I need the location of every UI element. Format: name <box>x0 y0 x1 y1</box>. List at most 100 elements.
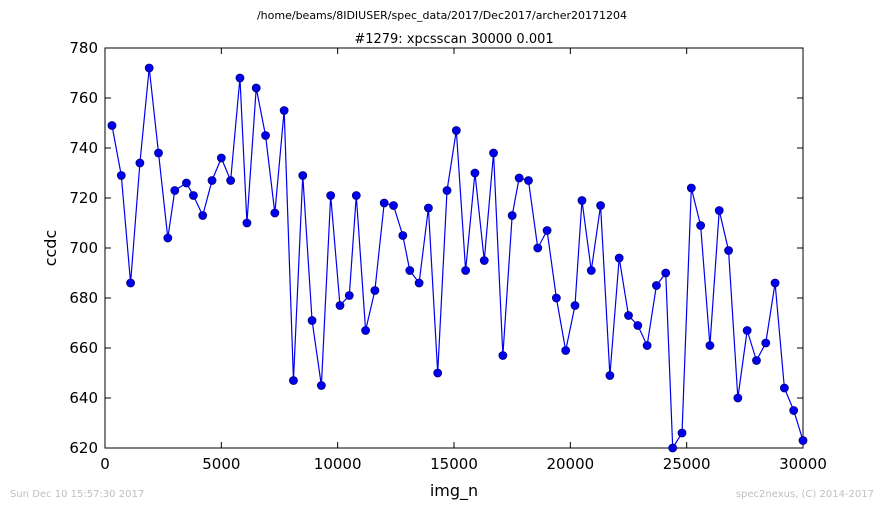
data-point <box>116 171 126 180</box>
data-point <box>489 148 498 158</box>
data-point <box>724 246 733 255</box>
data-point <box>424 203 433 213</box>
y-tick-label: 620 <box>69 439 98 457</box>
data-point <box>668 443 678 453</box>
data-point <box>389 201 398 210</box>
data-point <box>135 158 145 168</box>
data-point <box>498 351 508 360</box>
data-point <box>307 316 317 325</box>
data-point <box>789 406 799 415</box>
data-point <box>398 231 408 240</box>
data-point <box>126 278 135 288</box>
data-point <box>414 278 424 288</box>
data-point <box>605 371 615 380</box>
data-point <box>326 191 336 200</box>
data-point <box>170 186 180 195</box>
data-point <box>279 106 289 115</box>
data-point <box>507 211 517 220</box>
data-point <box>216 153 226 163</box>
data-point <box>182 178 191 188</box>
x-axis-label: img_n <box>430 481 478 501</box>
data-point <box>235 73 245 83</box>
x-tick-label: 0 <box>100 455 110 473</box>
data-point <box>614 253 624 263</box>
data-point <box>251 83 261 93</box>
data-point <box>261 131 270 140</box>
y-tick-label: 660 <box>69 339 98 357</box>
data-point <box>226 176 236 185</box>
data-point <box>551 293 561 303</box>
data-point <box>524 176 533 185</box>
data-point <box>761 338 771 348</box>
file-path-title: /home/beams/8IDIUSER/spec_data/2017/Dec2… <box>257 9 627 22</box>
data-point <box>677 428 687 438</box>
y-axis-label: ccdc <box>41 230 60 267</box>
y-tick-label: 740 <box>69 139 98 157</box>
data-point <box>433 368 443 378</box>
data-point <box>442 186 452 195</box>
data-point <box>189 191 198 200</box>
data-point <box>686 183 696 193</box>
data-point <box>361 326 370 335</box>
y-tick-label: 680 <box>69 289 98 307</box>
data-point <box>316 381 326 390</box>
data-point <box>661 268 671 278</box>
data-point <box>779 383 789 393</box>
data-point <box>514 173 524 183</box>
x-tick-label: 5000 <box>202 455 240 473</box>
data-point <box>298 171 308 180</box>
data-point <box>561 346 571 355</box>
x-tick-label: 20000 <box>546 455 594 473</box>
data-point <box>733 393 743 403</box>
data-point <box>107 121 117 130</box>
data-point <box>242 218 252 228</box>
data-point <box>586 266 596 275</box>
y-tick-label: 760 <box>69 89 98 107</box>
data-point <box>752 356 761 365</box>
y-tick-label: 700 <box>69 239 98 257</box>
series-layer <box>107 63 808 453</box>
data-point <box>798 436 808 445</box>
data-point <box>198 211 208 220</box>
data-point <box>770 278 780 288</box>
data-point <box>344 291 354 300</box>
data-point <box>351 191 361 200</box>
x-tick-label: 10000 <box>314 455 362 473</box>
data-point <box>335 301 345 310</box>
chart-title: #1279: xpcsscan 30000 0.001 <box>354 32 553 47</box>
data-point <box>705 341 715 350</box>
data-point <box>533 243 543 253</box>
data-point <box>570 301 580 310</box>
data-point <box>451 126 461 135</box>
ticks-layer: 0 5000 10000 15000 20000 25000 30000 620 640 660 6… <box>69 39 827 473</box>
footer-credit: spec2nexus, (C) 2014-2017 <box>736 489 874 500</box>
data-point <box>542 226 552 235</box>
data-point <box>652 281 661 290</box>
data-point <box>479 256 489 265</box>
data-point <box>207 176 217 185</box>
data-point <box>461 266 471 275</box>
data-point <box>470 168 480 178</box>
data-point <box>270 208 280 218</box>
data-point <box>370 286 380 295</box>
data-point <box>642 341 652 350</box>
data-point <box>144 63 154 73</box>
x-tick-label: 15000 <box>430 455 478 473</box>
x-tick-label: 30000 <box>779 455 827 473</box>
data-point <box>379 198 389 208</box>
data-point <box>405 266 415 275</box>
data-point <box>633 321 643 330</box>
y-tick-label: 640 <box>69 389 98 407</box>
y-tick-label: 780 <box>69 39 98 57</box>
data-point <box>714 206 724 215</box>
data-point <box>289 376 298 385</box>
data-point <box>696 221 706 230</box>
data-point <box>154 148 163 158</box>
data-point <box>163 233 173 243</box>
footer-timestamp: Sun Dec 10 15:57:30 2017 <box>10 489 144 500</box>
data-point <box>577 196 587 205</box>
data-point <box>596 201 605 210</box>
data-point <box>624 311 633 320</box>
data-point <box>742 326 752 335</box>
